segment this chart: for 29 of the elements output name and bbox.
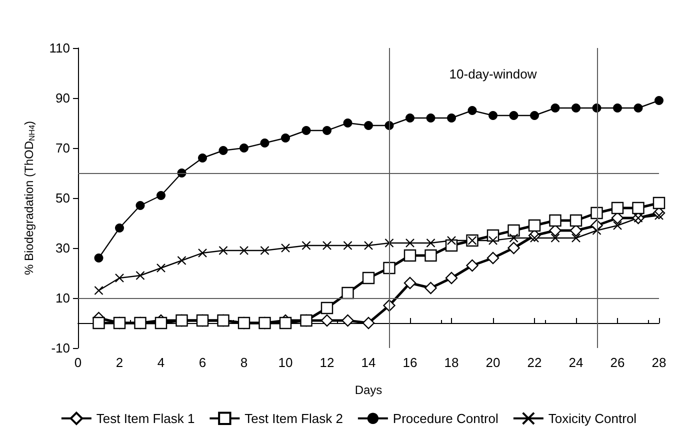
x-tick-label: 10 — [278, 355, 293, 370]
x-tick-label: 24 — [568, 355, 584, 370]
y-tick-label: 30 — [56, 240, 70, 256]
x-tick-label: 16 — [402, 355, 418, 370]
x-tick-label: 6 — [198, 355, 206, 370]
y-axis-title: % Biodegradation (ThODNH4) — [22, 120, 36, 276]
x-tick-label: 14 — [361, 355, 376, 370]
x-tick-label: 12 — [320, 355, 334, 370]
annotation: 10-day-window — [449, 66, 538, 82]
x-tick-label: 4 — [157, 355, 165, 370]
x-tick-label: 28 — [652, 355, 666, 370]
y-tick-label: -10 — [51, 340, 70, 356]
x-tick-label: 26 — [610, 355, 625, 370]
x-axis-title: Days — [354, 383, 382, 397]
x-tick-label: 0 — [74, 355, 82, 370]
x-tick-label: 2 — [116, 355, 124, 370]
y-tick-label: 110 — [49, 40, 70, 56]
x-tick-label: 22 — [527, 355, 542, 370]
y-tick-label: 10 — [56, 290, 70, 306]
x-tick-label: 8 — [240, 355, 248, 370]
legend-label: Procedure Control — [392, 410, 499, 426]
x-tick-label: 20 — [486, 355, 500, 370]
y-tick-label: 90 — [56, 90, 70, 106]
y-tick-label: 50 — [56, 190, 70, 206]
x-tick-label: 18 — [444, 355, 459, 370]
legend-label: Test Item Flask 2 — [244, 410, 343, 426]
y-tick-label: 70 — [56, 140, 70, 156]
legend-label: Test Item Flask 1 — [96, 410, 195, 426]
legend-label: Toxicity Control — [548, 410, 637, 426]
